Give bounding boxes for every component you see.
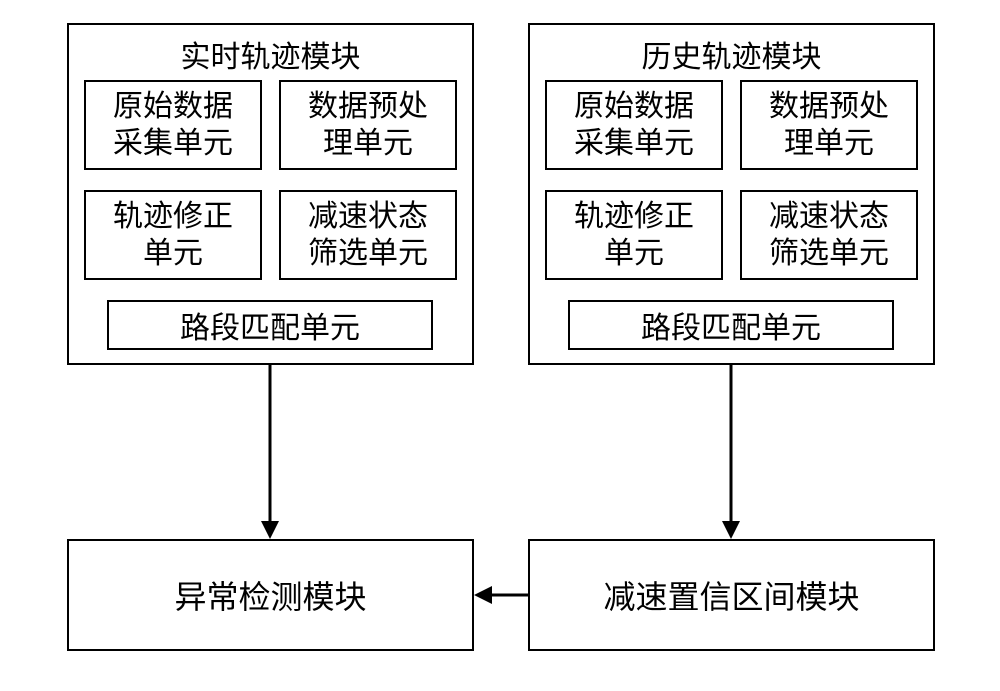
history-unit-decel-filter: 减速状态筛选单元 <box>740 190 918 280</box>
unit-label: 路段匹配单元 <box>180 303 360 347</box>
unit-label: 轨迹修正单元 <box>574 198 694 273</box>
diagram-canvas: 实时轨迹模块 原始数据采集单元 数据预处理单元 轨迹修正单元 减速状态筛选单元 … <box>0 0 1000 691</box>
realtime-unit-raw-data: 原始数据采集单元 <box>84 80 262 170</box>
unit-label: 数据预处理单元 <box>769 88 889 163</box>
unit-label: 轨迹修正单元 <box>113 198 233 273</box>
realtime-unit-preprocess: 数据预处理单元 <box>279 80 457 170</box>
unit-label: 路段匹配单元 <box>641 303 821 347</box>
arrow-history-to-confidence <box>722 365 740 539</box>
realtime-unit-trajectory-correct: 轨迹修正单元 <box>84 190 262 280</box>
realtime-unit-decel-filter: 减速状态筛选单元 <box>279 190 457 280</box>
arrow-realtime-to-anomaly <box>261 365 279 539</box>
unit-label: 数据预处理单元 <box>308 88 428 163</box>
box-label: 异常检测模块 <box>174 572 366 618</box>
history-unit-trajectory-correct: 轨迹修正单元 <box>545 190 723 280</box>
history-unit-segment-match: 路段匹配单元 <box>568 300 894 350</box>
realtime-unit-segment-match: 路段匹配单元 <box>107 300 433 350</box>
unit-label: 减速状态筛选单元 <box>308 198 428 273</box>
unit-label: 原始数据采集单元 <box>113 88 233 163</box>
anomaly-detection-module: 异常检测模块 <box>67 539 474 651</box>
history-unit-raw-data: 原始数据采集单元 <box>545 80 723 170</box>
decel-confidence-module: 减速置信区间模块 <box>528 539 935 651</box>
box-label: 减速置信区间模块 <box>603 572 859 618</box>
arrow-confidence-to-anomaly <box>474 586 528 604</box>
unit-label: 减速状态筛选单元 <box>769 198 889 273</box>
history-unit-preprocess: 数据预处理单元 <box>740 80 918 170</box>
realtime-module-title: 实时轨迹模块 <box>67 32 474 76</box>
history-module-title: 历史轨迹模块 <box>528 32 935 76</box>
unit-label: 原始数据采集单元 <box>574 88 694 163</box>
